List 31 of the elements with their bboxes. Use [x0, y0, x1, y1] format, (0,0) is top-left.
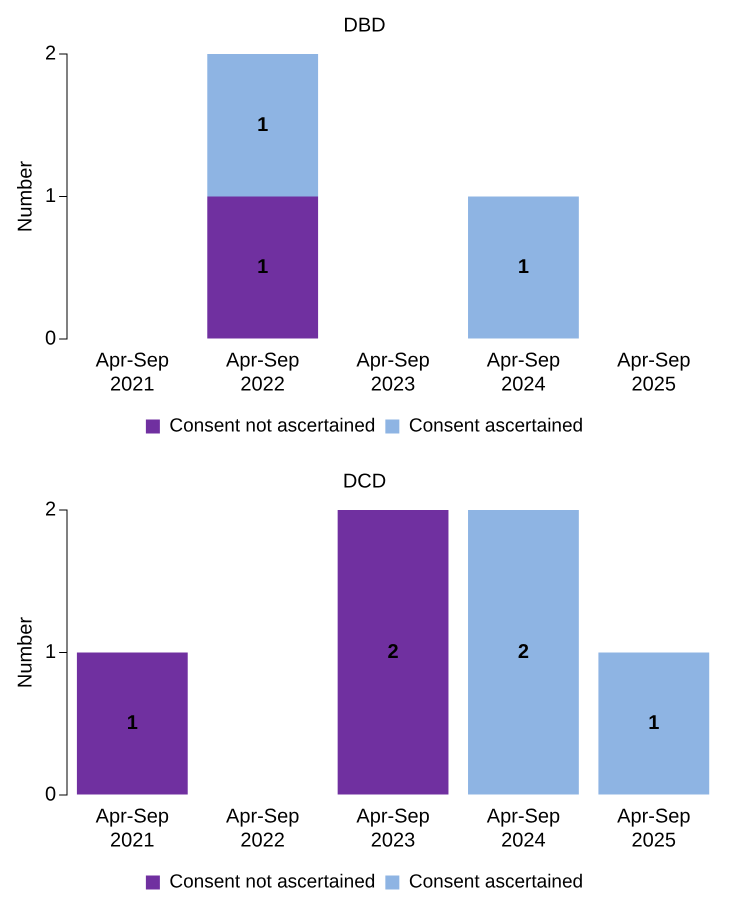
x-tick-label: Apr-Sep 2022	[226, 806, 300, 852]
legend-label: Consent ascertained	[408, 872, 584, 893]
y-axis-title: Number	[14, 160, 37, 232]
data-label: 1	[257, 256, 268, 278]
y-tick-label: 1	[45, 185, 56, 208]
x-tick-label: Apr-Sep 2022	[226, 350, 300, 396]
x-tick-label: Apr-Sep 2025	[617, 350, 690, 396]
legend-label: Consent ascertained	[408, 416, 584, 437]
chart-title: DCD	[342, 470, 386, 493]
x-tick-label: Apr-Sep 2021	[96, 350, 169, 396]
data-label: 1	[257, 114, 268, 136]
x-tick-label: Apr-Sep 2021	[96, 806, 169, 852]
x-tick-label: Apr-Sep 2023	[356, 806, 430, 852]
data-label: 1	[126, 712, 138, 734]
legend-label: Consent not ascertained	[169, 416, 376, 437]
data-label: 1	[648, 712, 660, 734]
x-tick-label: Apr-Sep 2024	[486, 350, 560, 396]
y-tick-label: 2	[45, 498, 56, 521]
x-tick-label: Apr-Sep 2024	[486, 806, 560, 852]
x-tick-label: Apr-Sep 2023	[356, 350, 430, 396]
x-tick-label: Apr-Sep 2025	[617, 806, 690, 852]
y-axis-title: Number	[14, 616, 37, 688]
y-tick-label: 1	[45, 641, 56, 664]
data-label: 2	[388, 640, 399, 663]
data-label: 1	[518, 256, 529, 278]
y-tick-label: 0	[45, 784, 56, 806]
chart-title: DBD	[343, 14, 386, 37]
legend-label: Consent not ascertained	[169, 872, 376, 893]
y-tick-label: 2	[45, 42, 56, 65]
y-tick-label: 0	[45, 328, 56, 350]
data-label: 2	[518, 640, 529, 663]
